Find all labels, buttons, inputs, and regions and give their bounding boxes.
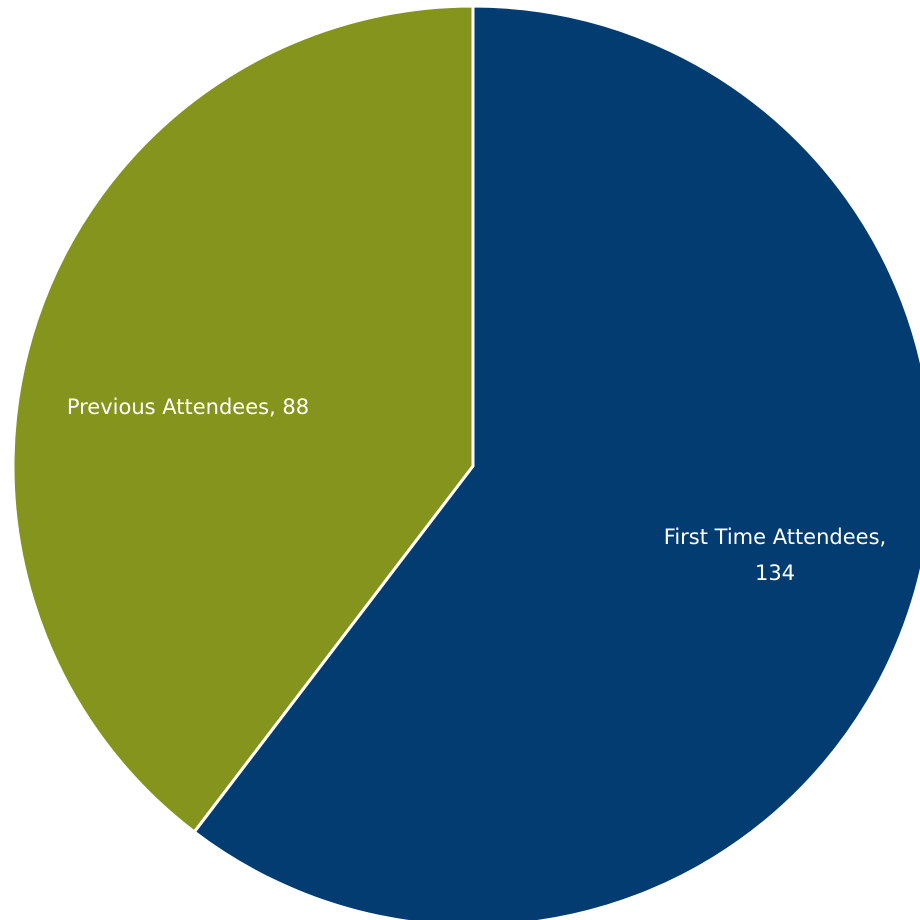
pie-slice-previous-attendees bbox=[11, 4, 475, 834]
pie-label-first-time-attendees: First Time Attendees, 134 bbox=[664, 525, 886, 585]
pie-label-line: 134 bbox=[755, 561, 795, 585]
pie-label-line: Previous Attendees, 88 bbox=[67, 395, 309, 419]
pie-labels: First Time Attendees, 134 Previous Attende… bbox=[67, 395, 886, 585]
pie-label-previous-attendees: Previous Attendees, 88 bbox=[67, 395, 309, 419]
pie-label-line: First Time Attendees, bbox=[664, 525, 886, 549]
pie-slices bbox=[11, 4, 920, 920]
pie-slice-first-time-attendees bbox=[192, 4, 920, 920]
